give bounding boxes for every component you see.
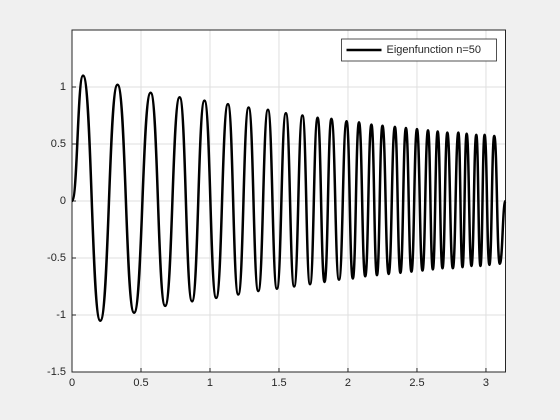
x-tick-label: 2 <box>345 377 351 389</box>
x-tick-label: 0 <box>69 377 75 389</box>
x-tick-label: 3 <box>483 377 489 389</box>
x-tick-label: 0.5 <box>133 377 148 389</box>
x-tick-label: 1.5 <box>271 377 286 389</box>
y-tick-label: 0.5 <box>51 138 66 150</box>
x-tick-label: 1 <box>207 377 213 389</box>
data-line <box>70 74 507 322</box>
x-tick-label: 2.5 <box>409 377 424 389</box>
y-tick-label: -0.5 <box>47 252 66 264</box>
y-tick-label: 0 <box>60 195 66 207</box>
legend-label: Eigenfunction n=50 <box>387 44 482 56</box>
legend-box <box>341 38 497 62</box>
y-tick-label: 1 <box>60 81 66 93</box>
y-tick-label: -1 <box>56 309 66 321</box>
y-tick-label: -1.5 <box>47 366 66 378</box>
